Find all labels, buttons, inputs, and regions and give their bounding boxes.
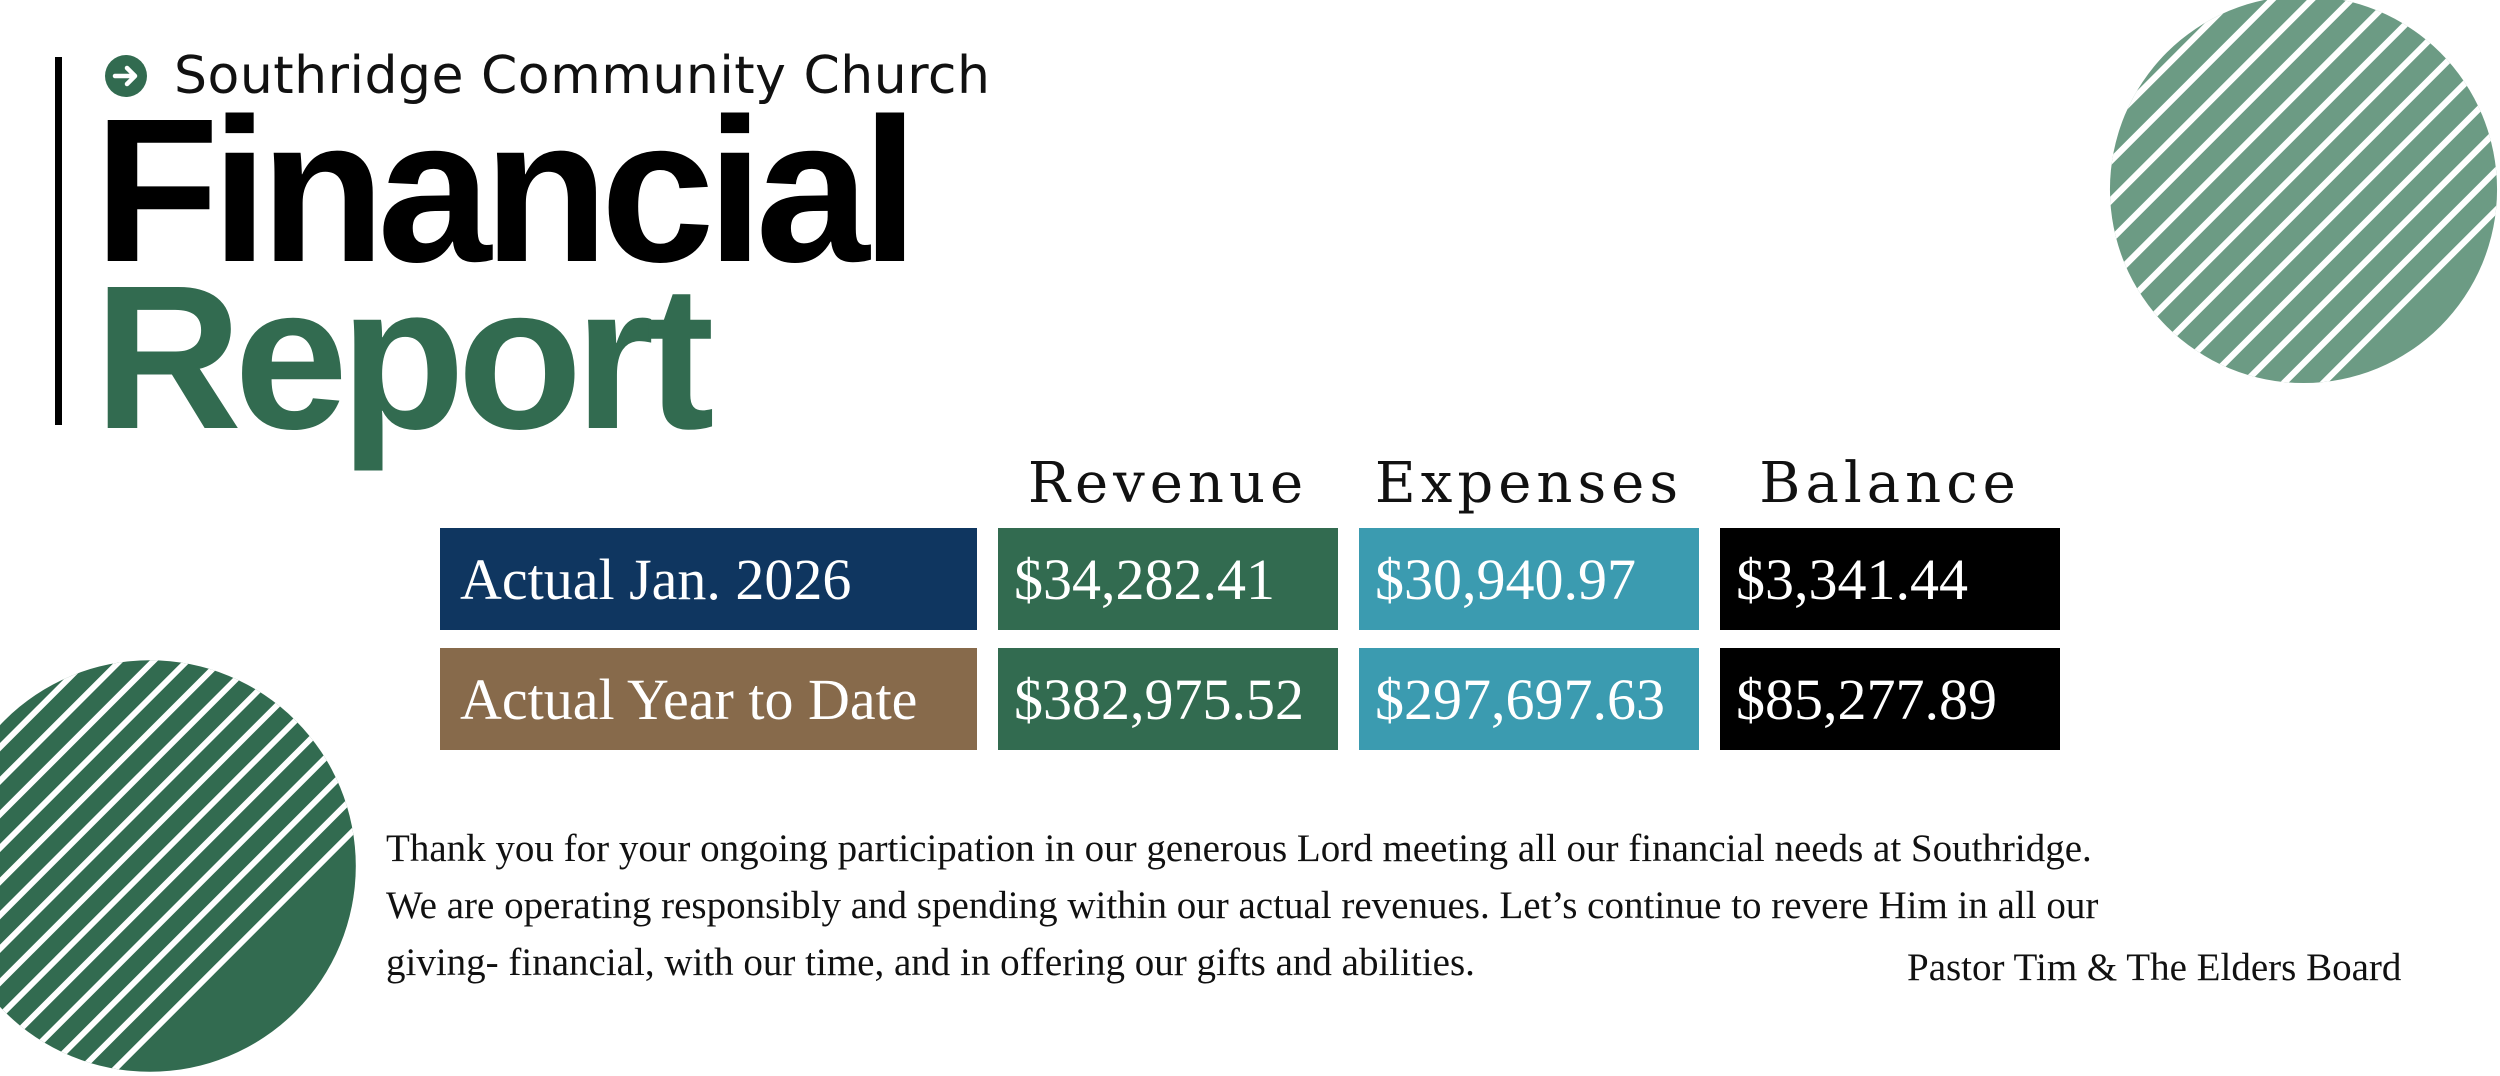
striped-circle-decoration: [2109, 0, 2498, 384]
church-name: Southridge Community Church: [174, 46, 991, 106]
church-header: Southridge Community Church: [104, 40, 990, 112]
message-line: We are operating responsibly and spendin…: [386, 884, 2099, 927]
cell-balance-jan: $3,341.44: [1720, 528, 2060, 630]
title-financial: Financial: [94, 76, 919, 305]
cell-revenue-jan: $34,282.41: [998, 528, 1338, 630]
title-report: Report: [94, 243, 715, 472]
cell-revenue-ytd: $382,975.52: [998, 648, 1338, 750]
column-header-revenue: Revenue: [1027, 451, 1309, 516]
signature: Pastor Tim & The Elders Board: [1907, 946, 2402, 989]
message-line: Thank you for your ongoing participation…: [386, 827, 2092, 870]
column-header-expenses: Expenses: [1374, 451, 1684, 516]
row-label-actual-jan: Actual Jan. 2026: [440, 528, 977, 630]
title-accent-bar: [55, 57, 62, 425]
striped-circle-decoration: [0, 660, 356, 1072]
cell-expenses-ytd: $297,697.63: [1359, 648, 1699, 750]
column-header-balance: Balance: [1759, 451, 2021, 516]
cell-balance-ytd: $85,277.89: [1720, 648, 2060, 750]
cell-expenses-jan: $30,940.97: [1359, 528, 1699, 630]
row-label-year-to-date: Actual Year to Date: [440, 648, 977, 750]
message-line: giving- financial, with our time, and in…: [386, 941, 1475, 984]
arrow-right-circle-icon: [105, 55, 147, 97]
thank-you-message: Thank you for your ongoing participation…: [386, 820, 2406, 991]
